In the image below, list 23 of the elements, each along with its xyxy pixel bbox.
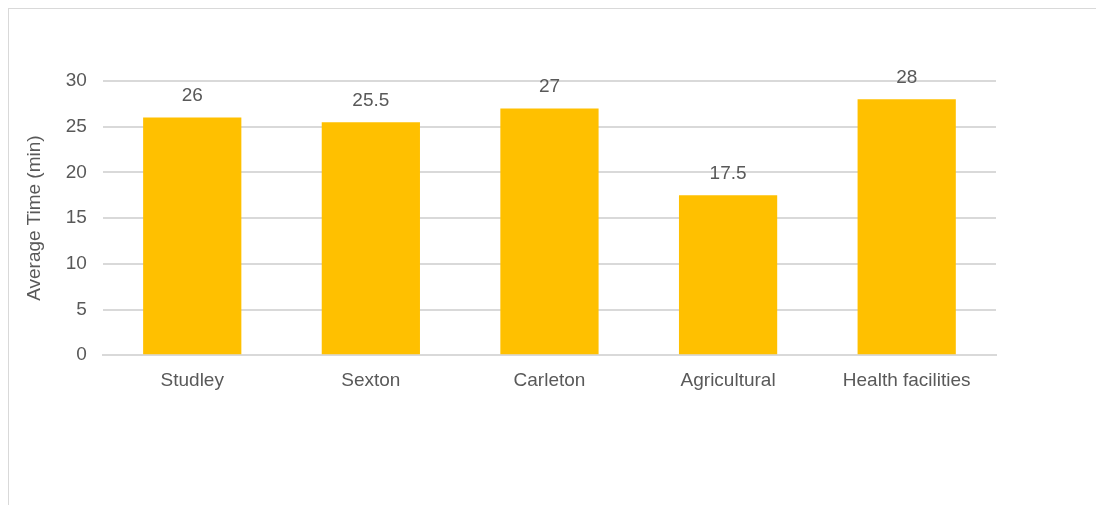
data-label: 25.5 [352,88,390,110]
x-tick-label: Carleton [513,368,586,390]
x-tick-label: Health facilities [842,368,971,390]
y-tick-label: 5 [76,297,87,319]
y-tick-label: 30 [65,69,87,91]
bar [857,99,956,355]
y-tick-label: 25 [65,114,87,136]
bar [143,117,242,355]
bar [321,122,420,355]
data-label: 17.5 [709,161,747,183]
x-tick-label: Studley [160,368,225,390]
x-tick-label: Sexton [341,368,401,390]
y-axis-title: Average Time (min) [22,135,44,301]
bar [678,195,778,355]
bar [500,108,599,355]
data-label: 28 [896,66,918,88]
y-tick-label: 0 [76,343,87,365]
y-tick-label: 10 [65,252,87,274]
y-tick-label: 15 [65,206,87,228]
data-label: 26 [181,84,203,106]
x-tick-label: Agricultural [680,368,776,390]
data-label: 27 [538,75,561,97]
y-tick-label: 20 [65,160,87,182]
